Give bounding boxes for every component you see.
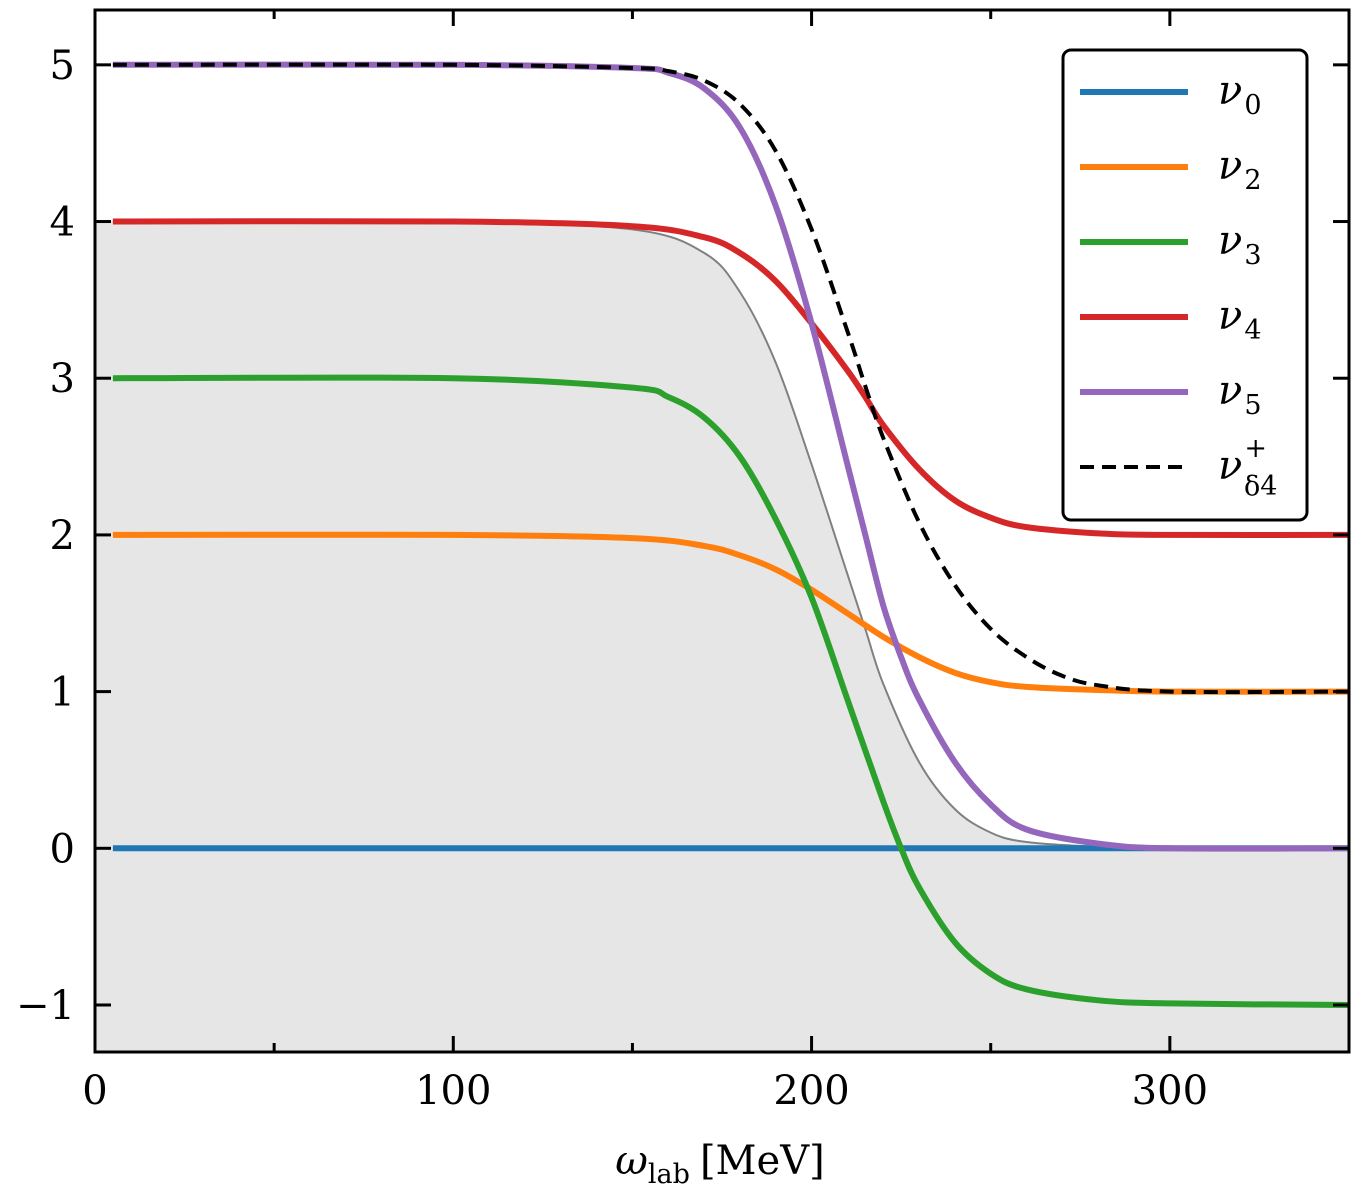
plot-area xyxy=(95,61,1349,1052)
legend-box xyxy=(1061,48,1309,522)
x-axis-unit: [MeV] xyxy=(700,1138,825,1184)
legend-entry-1: ν2 xyxy=(1080,143,1262,196)
legend-label-4: ν5 xyxy=(1218,368,1262,421)
legend-label-5: ν+ δ4 xyxy=(1218,433,1277,502)
y-tick-label-2: 2 xyxy=(50,513,75,559)
y-tick-label-3: 3 xyxy=(50,356,75,402)
legend-label-2: ν3 xyxy=(1218,218,1262,271)
series-line--5 xyxy=(112,62,1349,695)
plot-frame xyxy=(93,8,1351,1054)
x-axis-subscript: lab xyxy=(648,1159,690,1190)
legend-label-1: ν2 xyxy=(1218,143,1262,196)
series-line--2 xyxy=(112,374,1349,1008)
legend-entry-0: ν0 xyxy=(1080,68,1262,121)
x-tick-label-200: 200 xyxy=(773,1068,849,1114)
x-tick-label-300: 300 xyxy=(1132,1068,1208,1114)
y-tick-label-1: 1 xyxy=(50,670,75,716)
legend-label-3: ν4 xyxy=(1218,293,1262,346)
series-line--3 xyxy=(112,218,1349,539)
series-layer xyxy=(112,61,1349,1008)
y-tick-label--1: −1 xyxy=(16,983,75,1029)
y-tick-label-5: 5 xyxy=(50,43,75,89)
legend-entry-5: ν+ δ4 xyxy=(1080,433,1277,502)
legend-entry-3: ν4 xyxy=(1080,293,1262,346)
x-tick-label-0: 0 xyxy=(82,1068,107,1114)
ticks-layer xyxy=(93,10,1349,1052)
y-tick-label-0: 0 xyxy=(50,826,75,872)
shaded-band xyxy=(95,220,1349,1052)
series-line--1 xyxy=(112,531,1349,695)
legend-label-0: ν0 xyxy=(1218,68,1262,121)
legend-entries: ν0 ν2 ν3 ν4 ν5 ν+ δ4 xyxy=(1080,68,1277,502)
x-tick-label-100: 100 xyxy=(415,1068,491,1114)
legend: ν0 ν2 ν3 ν4 ν5 ν+ δ4 xyxy=(1061,48,1309,522)
legend-entry-4: ν5 xyxy=(1080,368,1262,421)
x-axis-symbol: ω xyxy=(615,1138,648,1184)
x-axis-title: ωlab [MeV] xyxy=(615,1138,824,1190)
y-tick-label-4: 4 xyxy=(50,200,75,246)
legend-entry-2: ν3 xyxy=(1080,218,1262,271)
